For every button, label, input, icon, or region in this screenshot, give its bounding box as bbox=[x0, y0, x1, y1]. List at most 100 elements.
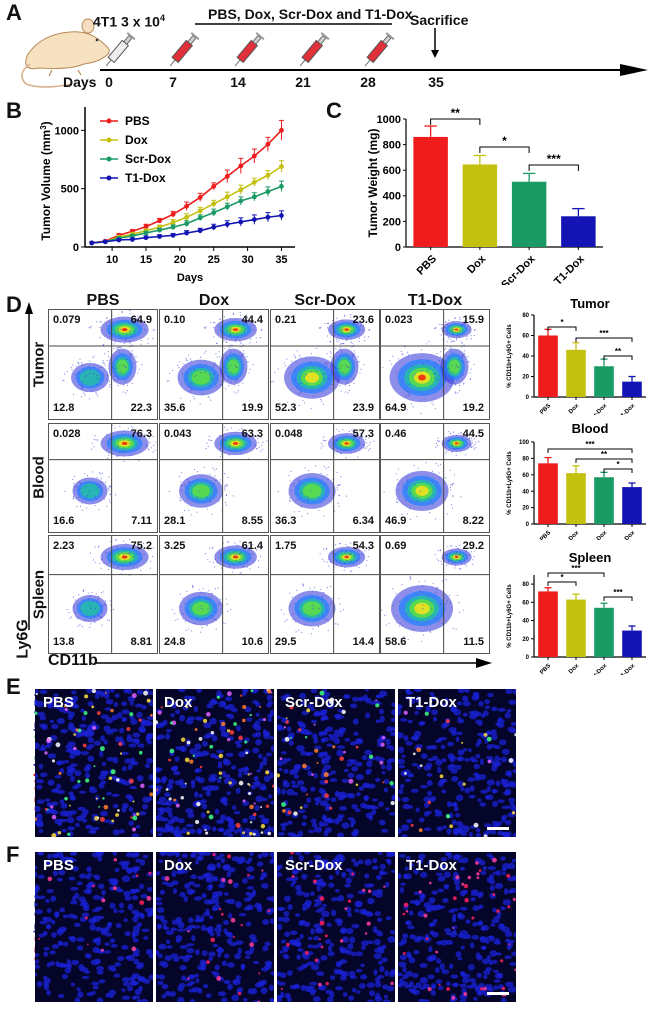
dapi-nucleus bbox=[156, 736, 161, 740]
dapi-nucleus bbox=[201, 892, 207, 899]
marker-signal bbox=[119, 752, 123, 755]
dapi-nucleus bbox=[451, 730, 457, 737]
marker-signal bbox=[228, 781, 232, 785]
dapi-nucleus bbox=[171, 702, 177, 709]
marker-signal bbox=[285, 942, 290, 947]
dapi-nucleus bbox=[39, 689, 48, 695]
dapi-nucleus bbox=[373, 938, 381, 946]
dapi-nucleus bbox=[405, 920, 412, 926]
dapi-nucleus bbox=[384, 881, 390, 888]
marker-signal bbox=[210, 730, 215, 735]
dapi-nucleus bbox=[252, 700, 259, 705]
y-tick-label: 80 bbox=[522, 457, 529, 463]
dapi-nucleus bbox=[469, 712, 478, 720]
dapi-nucleus bbox=[188, 917, 194, 924]
marker-signal bbox=[487, 759, 492, 764]
dapi-nucleus bbox=[62, 709, 71, 714]
dapi-nucleus bbox=[277, 726, 286, 731]
marker-signal bbox=[67, 832, 71, 836]
dapi-nucleus bbox=[443, 871, 451, 878]
dapi-nucleus bbox=[388, 971, 395, 978]
y-tick-label: 0 bbox=[73, 242, 79, 254]
marker-signal bbox=[44, 807, 48, 811]
dapi-nucleus bbox=[118, 888, 124, 893]
dapi-nucleus bbox=[313, 737, 319, 744]
day-tick-label: 35 bbox=[428, 74, 444, 90]
marker-signal bbox=[249, 772, 252, 775]
micrograph-image bbox=[156, 852, 274, 1002]
dapi-nucleus bbox=[169, 991, 177, 997]
marker-signal bbox=[97, 816, 100, 819]
marker-signal bbox=[304, 950, 309, 955]
flow-density-plot bbox=[271, 310, 379, 419]
marker-signal bbox=[110, 769, 116, 775]
dapi-nucleus bbox=[72, 865, 79, 872]
dapi-nucleus bbox=[295, 913, 301, 917]
dapi-nucleus bbox=[148, 974, 153, 980]
dapi-nucleus bbox=[389, 930, 395, 935]
dapi-nucleus bbox=[500, 831, 509, 837]
dapi-nucleus bbox=[355, 968, 363, 973]
dapi-nucleus bbox=[437, 888, 445, 893]
marker-signal bbox=[298, 728, 302, 732]
dapi-nucleus bbox=[459, 906, 468, 911]
marker-signal bbox=[389, 781, 394, 786]
dapi-nucleus bbox=[52, 870, 58, 877]
dapi-nucleus bbox=[156, 906, 165, 913]
dapi-nucleus bbox=[127, 985, 134, 992]
dapi-nucleus bbox=[134, 852, 140, 857]
dapi-nucleus bbox=[511, 875, 516, 881]
data-point bbox=[224, 194, 230, 200]
quadrant-value-ll: 52.3 bbox=[275, 402, 297, 414]
dapi-nucleus bbox=[57, 940, 63, 946]
dapi-nucleus bbox=[420, 784, 428, 789]
marker-signal bbox=[455, 875, 460, 880]
quadrant-value-ll: 28.1 bbox=[164, 515, 186, 527]
dapi-nucleus bbox=[200, 924, 206, 932]
marker-signal bbox=[221, 877, 226, 882]
dapi-nucleus bbox=[117, 955, 125, 962]
dapi-nucleus bbox=[235, 725, 241, 732]
marker-signal bbox=[500, 959, 504, 963]
marker-signal bbox=[244, 740, 248, 744]
dapi-nucleus bbox=[231, 856, 240, 862]
dapi-nucleus bbox=[51, 944, 60, 949]
dapi-nucleus bbox=[87, 701, 94, 707]
marker-signal bbox=[204, 828, 207, 832]
dapi-nucleus bbox=[415, 807, 420, 813]
dapi-nucleus bbox=[203, 722, 212, 729]
dapi-nucleus bbox=[80, 751, 90, 756]
dapi-nucleus bbox=[214, 856, 222, 861]
dapi-nucleus bbox=[318, 985, 323, 991]
marker-signal bbox=[100, 948, 104, 952]
dapi-nucleus bbox=[121, 766, 127, 772]
dapi-nucleus bbox=[493, 979, 501, 983]
dapi-nucleus bbox=[495, 869, 502, 876]
dapi-nucleus bbox=[318, 731, 324, 737]
dapi-nucleus bbox=[398, 705, 403, 709]
dapi-nucleus bbox=[398, 788, 404, 795]
dapi-nucleus bbox=[301, 700, 306, 706]
micrograph-label-dox: Dox bbox=[164, 857, 193, 874]
dapi-nucleus bbox=[94, 958, 102, 965]
dapi-nucleus bbox=[356, 738, 362, 743]
dapi-nucleus bbox=[461, 695, 469, 702]
dapi-nucleus bbox=[266, 694, 273, 701]
dapi-nucleus bbox=[479, 758, 484, 766]
upper-right-population bbox=[88, 310, 155, 349]
dapi-nucleus bbox=[497, 757, 503, 761]
dapi-nucleus bbox=[49, 950, 56, 955]
dapi-nucleus bbox=[177, 928, 186, 932]
dapi-nucleus bbox=[113, 973, 121, 978]
dapi-nucleus bbox=[91, 852, 100, 858]
dapi-nucleus bbox=[270, 800, 274, 805]
ly6g-axis-arrow bbox=[25, 302, 33, 630]
marker-signal bbox=[302, 763, 307, 769]
dapi-nucleus bbox=[425, 705, 432, 713]
dapi-nucleus bbox=[357, 859, 364, 865]
dapi-nucleus bbox=[266, 896, 274, 901]
dapi-nucleus bbox=[124, 758, 132, 764]
dapi-nucleus bbox=[214, 964, 220, 971]
x-tick-label: T1-Dox bbox=[618, 403, 637, 415]
dapi-nucleus bbox=[398, 941, 404, 947]
